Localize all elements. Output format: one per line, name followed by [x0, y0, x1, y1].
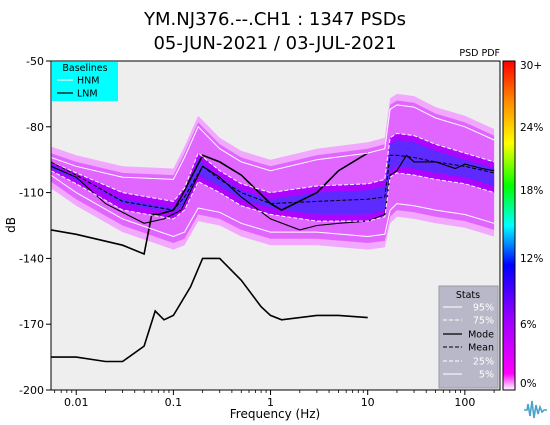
y-tick-label: -110: [19, 187, 44, 200]
x-tick-label: 0.1: [165, 396, 183, 409]
stats-legend-box: [438, 285, 499, 389]
lnm-legend-label: LNM: [77, 89, 98, 100]
x-tick-label: 1: [267, 396, 274, 409]
colorbar-tick-label: 24%: [520, 122, 543, 134]
series-line-75pct: [51, 132, 495, 202]
baselines-legend-box: [52, 62, 118, 101]
colorbar-tick-label: 0%: [520, 378, 537, 390]
chart-title-line2: 05-JUN-2021 / 03-JUL-2021: [153, 33, 396, 54]
series-line-hnm: [51, 152, 369, 256]
plot-frame: [50, 60, 501, 391]
series-line-mode: [51, 154, 495, 231]
colorbar-title: PSD PDF: [459, 48, 500, 59]
series-line-95pct: [51, 104, 495, 180]
y-tick-label: -80: [26, 121, 44, 134]
series-line-5pct: [51, 174, 495, 238]
mean-legend-label: Mean: [468, 343, 494, 354]
x-tick-label: 0.01: [64, 396, 89, 409]
colorbar-tick-label: 18%: [520, 185, 543, 197]
x-tick-label: 10: [361, 396, 375, 409]
stats-legend-title: Stats: [456, 290, 480, 301]
colorbar: [502, 60, 516, 391]
chart-title-line1: YM.NJ376.--.CH1 : 1347 PSDs: [143, 9, 406, 30]
waveform-logo-icon: [522, 396, 548, 422]
y-tick-label: -170: [19, 318, 44, 331]
p75-legend-label: 75%: [473, 316, 494, 327]
y-tick-label: -50: [26, 55, 44, 68]
baselines-legend: Baselines HNM LNM: [52, 62, 118, 101]
pdf-band-peak: [51, 140, 495, 215]
colorbar-tick-label: 6%: [520, 319, 537, 331]
x-axis-label: Frequency (Hz): [230, 407, 321, 421]
x-axis: 0.01 0.1 1 10 100: [54, 390, 495, 409]
p95-legend-label: 95%: [473, 303, 494, 314]
colorbar-ticks: 30+ 24% 18% 12% 6% 0%: [520, 60, 543, 390]
mode-legend-label: Mode: [468, 330, 494, 341]
p25-legend-label: 25%: [473, 357, 494, 368]
x-tick-label: 100: [454, 396, 475, 409]
pdf-density-band: [51, 93, 495, 250]
p5-legend-label: 5%: [479, 370, 494, 381]
curves-layer: [51, 104, 495, 363]
y-axis: -50 -80 -110 -140 -170 -200: [19, 55, 51, 397]
series-line-lnm: [51, 257, 368, 363]
y-axis-label: dB: [4, 217, 18, 233]
y-tick-label: -200: [19, 384, 44, 397]
stats-legend: Stats 95% 75% Mode Mean 25% 5%: [438, 285, 499, 389]
colorbar-tick-label: 30+: [520, 60, 542, 72]
hnm-legend-label: HNM: [77, 76, 99, 87]
colorbar-tick-label: 12%: [520, 253, 543, 265]
series-line-25pct: [51, 170, 495, 222]
y-tick-label: -140: [19, 252, 44, 265]
baselines-legend-title: Baselines: [62, 63, 107, 74]
